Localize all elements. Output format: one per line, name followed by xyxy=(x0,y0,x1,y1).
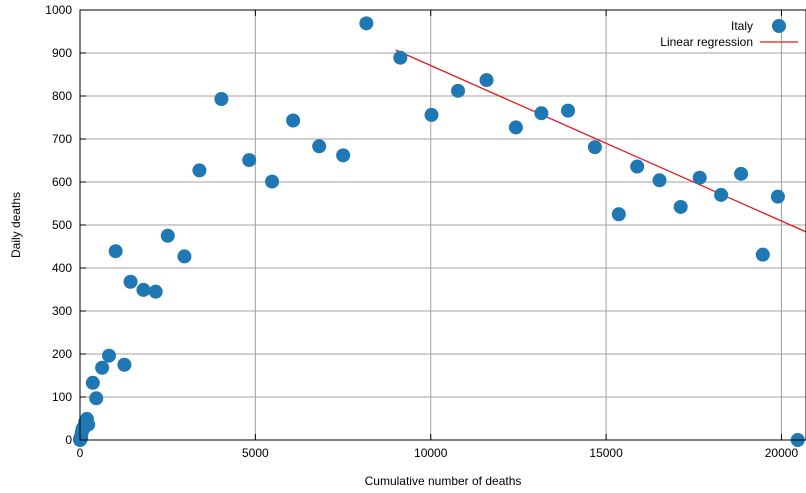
data-point xyxy=(177,249,192,264)
regression-line xyxy=(395,49,806,233)
data-point xyxy=(95,360,110,375)
x-tick-label: 0 xyxy=(77,446,84,460)
data-point xyxy=(136,282,151,297)
y-tick-label: 200 xyxy=(52,347,72,361)
y-tick-label: 300 xyxy=(52,304,72,318)
data-point xyxy=(85,375,100,390)
data-point xyxy=(242,153,257,168)
data-point xyxy=(479,73,494,88)
x-tick-label: 10000 xyxy=(414,446,448,460)
data-point xyxy=(89,391,104,406)
data-point xyxy=(692,170,707,185)
data-point xyxy=(734,166,749,181)
x-tick-label: 15000 xyxy=(589,446,623,460)
data-point xyxy=(123,274,138,289)
x-axis-label: Cumulative number of deaths xyxy=(365,474,522,488)
data-point xyxy=(587,140,602,155)
legend-label-italy: Italy xyxy=(731,19,753,33)
data-point xyxy=(148,284,163,299)
grid-lines xyxy=(80,10,806,440)
data-point xyxy=(117,357,132,372)
data-point xyxy=(673,199,688,214)
y-axis-label: Daily deaths xyxy=(9,192,23,258)
data-point xyxy=(770,189,785,204)
data-point xyxy=(451,83,466,98)
y-tick-label: 700 xyxy=(52,132,72,146)
data-point xyxy=(336,148,351,163)
data-point xyxy=(81,417,96,432)
data-point xyxy=(108,244,123,259)
data-point xyxy=(714,187,729,202)
regression-line-layer xyxy=(395,49,806,233)
data-point xyxy=(561,103,576,118)
y-tick-label: 900 xyxy=(52,46,72,60)
legend-marker-italy xyxy=(772,19,786,33)
data-point xyxy=(214,92,229,107)
data-point xyxy=(160,228,175,243)
y-tick-label: 600 xyxy=(52,175,72,189)
axis-ticks: 0 5000 10000 15000 20000 0 100 200 300 400 500 600 7… xyxy=(45,3,798,460)
data-point xyxy=(286,113,301,128)
y-tick-label: 500 xyxy=(52,218,72,232)
data-point xyxy=(102,348,117,363)
legend-label-linear-regression: Linear regression xyxy=(660,35,753,49)
data-points xyxy=(73,16,805,447)
data-point xyxy=(508,120,523,135)
data-point xyxy=(424,107,439,122)
legend: Italy Linear regression xyxy=(660,19,798,49)
y-tick-label: 400 xyxy=(52,261,72,275)
x-tick-label: 5000 xyxy=(242,446,269,460)
data-point xyxy=(630,159,645,174)
data-point xyxy=(192,163,207,178)
data-point xyxy=(652,173,667,188)
y-tick-label: 0 xyxy=(65,433,72,447)
data-point xyxy=(611,207,626,222)
y-tick-label: 1000 xyxy=(45,3,72,17)
data-point xyxy=(359,16,374,31)
data-point xyxy=(393,50,408,65)
y-tick-label: 100 xyxy=(52,390,72,404)
y-tick-label: 800 xyxy=(52,89,72,103)
data-point xyxy=(755,247,770,262)
x-tick-label: 20000 xyxy=(765,446,799,460)
data-point xyxy=(312,139,327,154)
data-point xyxy=(534,106,549,121)
data-point xyxy=(265,174,280,189)
